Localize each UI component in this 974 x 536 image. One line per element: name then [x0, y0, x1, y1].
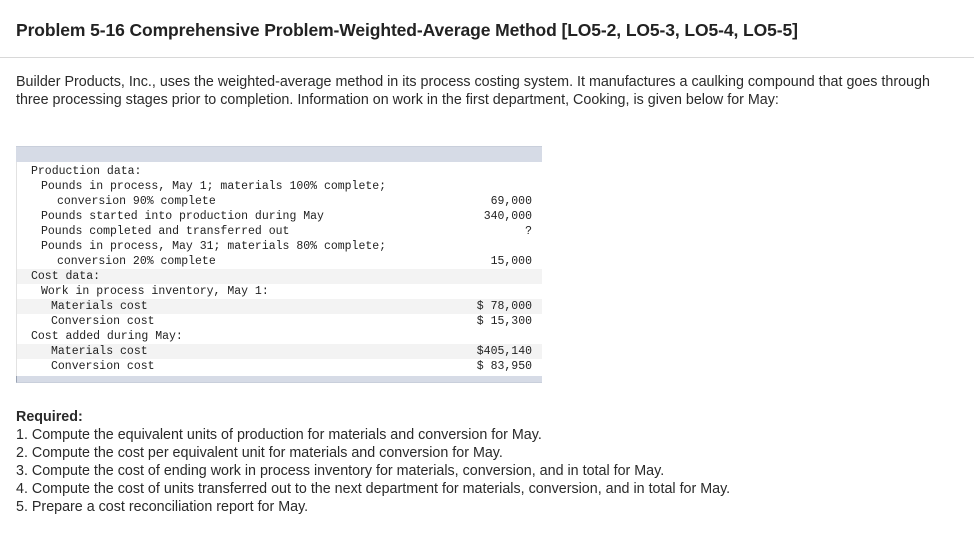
- row-label: Pounds started into production during Ma…: [41, 210, 324, 223]
- table-header-bar: [16, 146, 542, 162]
- problem-title: Problem 5-16 Comprehensive Problem-Weigh…: [16, 20, 798, 40]
- row-value: ?: [525, 225, 532, 238]
- table-row: Production data:: [17, 164, 542, 179]
- required-item: 3. Compute the cost of ending work in pr…: [16, 463, 665, 479]
- intro-text: Builder Products, Inc., uses the weighte…: [16, 74, 930, 108]
- required-heading: Required:: [16, 409, 83, 425]
- row-value: $ 83,950: [476, 360, 532, 373]
- required-list: 1. Compute the equivalent units of produ…: [16, 426, 956, 516]
- row-label: Pounds completed and transferred out: [41, 225, 290, 238]
- table-row: Cost data:: [17, 269, 542, 284]
- table-row: Pounds in process, May 1; materials 100%…: [17, 179, 542, 194]
- table-row: Materials cost $405,140: [17, 344, 542, 359]
- row-value: 340,000: [483, 210, 532, 223]
- row-label: Pounds in process, May 31; materials 80%…: [41, 240, 387, 253]
- row-label: conversion 90% complete: [57, 195, 216, 208]
- row-label: Pounds in process, May 1; materials 100%…: [41, 180, 387, 193]
- table-footer-bar: [16, 376, 542, 383]
- table-row: Pounds in process, May 31; materials 80%…: [17, 239, 542, 254]
- table-row: Pounds started into production during Ma…: [17, 209, 542, 224]
- problem-intro: Builder Products, Inc., uses the weighte…: [16, 73, 956, 109]
- row-label: Cost data:: [31, 270, 101, 283]
- required-item: 5. Prepare a cost reconciliation report …: [16, 499, 309, 515]
- table-row: conversion 20% complete 15,000: [17, 254, 542, 269]
- row-label: conversion 20% complete: [57, 255, 216, 268]
- row-label: Conversion cost: [51, 315, 155, 328]
- table-row: Work in process inventory, May 1:: [17, 284, 542, 299]
- title-divider: [0, 57, 974, 58]
- table-row: conversion 90% complete 69,000: [17, 194, 542, 209]
- table-row: Conversion cost $ 83,950: [17, 359, 542, 374]
- data-table: Production data: Pounds in process, May …: [16, 146, 542, 383]
- row-value: $ 15,300: [476, 315, 532, 328]
- row-label: Work in process inventory, May 1:: [41, 285, 269, 298]
- table-body: Production data: Pounds in process, May …: [16, 162, 542, 376]
- table-row: Pounds completed and transferred out ?: [17, 224, 542, 239]
- required-item: 4. Compute the cost of units transferred…: [16, 481, 731, 497]
- row-label: Conversion cost: [51, 360, 155, 373]
- row-label: Production data:: [31, 165, 142, 178]
- table-row: Materials cost $ 78,000: [17, 299, 542, 314]
- required-item: 1. Compute the equivalent units of produ…: [16, 427, 542, 443]
- row-value: $405,140: [476, 345, 532, 358]
- required-section: Required: 1. Compute the equivalent unit…: [16, 408, 956, 516]
- required-item: 2. Compute the cost per equivalent unit …: [16, 445, 503, 461]
- row-label: Materials cost: [51, 300, 148, 313]
- row-value: $ 78,000: [476, 300, 532, 313]
- row-label: Cost added during May:: [31, 330, 183, 343]
- row-value: 69,000: [490, 195, 532, 208]
- table-row: Conversion cost $ 15,300: [17, 314, 542, 329]
- row-label: Materials cost: [51, 345, 148, 358]
- table-row: Cost added during May:: [17, 329, 542, 344]
- row-value: 15,000: [490, 255, 532, 268]
